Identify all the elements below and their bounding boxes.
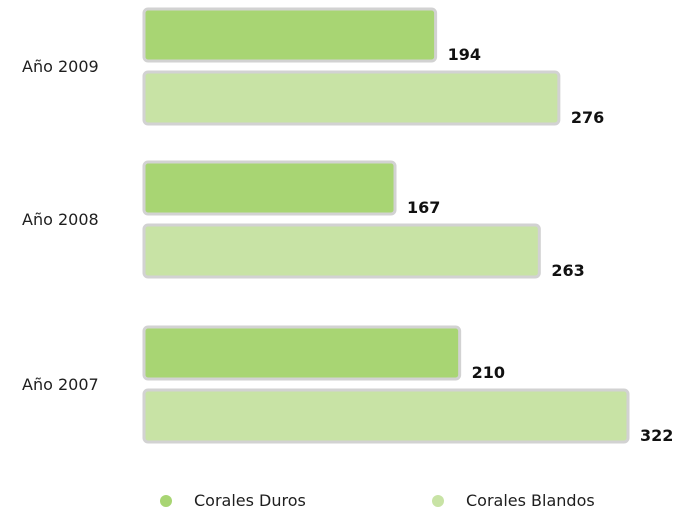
value-label: 167 bbox=[407, 198, 440, 217]
legend-label-corales-duros: Corales Duros bbox=[194, 491, 306, 510]
bar-corales-blandos bbox=[142, 70, 561, 126]
legend: Corales Duros Corales Blandos bbox=[160, 491, 673, 511]
value-label: 194 bbox=[448, 45, 481, 64]
category-label: Año 2007 bbox=[22, 375, 99, 394]
bar-corales-duros bbox=[142, 160, 397, 216]
bar-corales-blandos bbox=[142, 388, 630, 444]
legend-swatch-corales-blandos bbox=[432, 495, 444, 507]
legend-swatch-corales-duros bbox=[160, 495, 172, 507]
legend-item-corales-duros: Corales Duros bbox=[160, 491, 432, 511]
category-label: Año 2009 bbox=[22, 57, 99, 76]
legend-label-corales-blandos: Corales Blandos bbox=[466, 491, 595, 510]
value-label: 263 bbox=[551, 261, 584, 280]
legend-item-corales-blandos: Corales Blandos bbox=[432, 491, 673, 511]
bar-corales-duros bbox=[142, 325, 462, 381]
value-label: 322 bbox=[640, 426, 673, 445]
category-label: Año 2008 bbox=[22, 210, 99, 229]
bar-corales-blandos bbox=[142, 223, 541, 279]
value-label: 210 bbox=[472, 363, 505, 382]
value-label: 276 bbox=[571, 108, 604, 127]
bar-corales-duros bbox=[142, 7, 438, 63]
